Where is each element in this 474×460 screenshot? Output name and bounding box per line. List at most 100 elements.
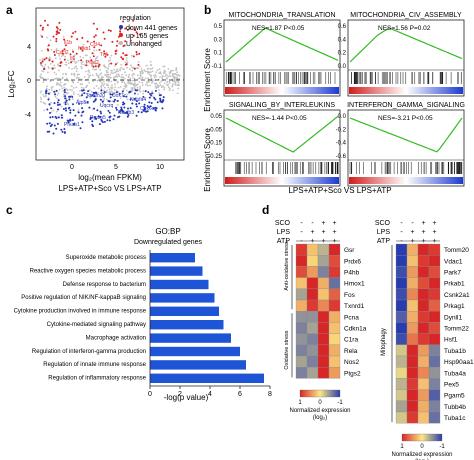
heat-cell — [328, 299, 341, 312]
heat-cell — [417, 367, 430, 379]
ma-point-unchanged — [112, 72, 114, 75]
ma-point-unchanged — [159, 84, 162, 86]
ma-point-up — [53, 50, 56, 53]
ma-points — [39, 19, 181, 135]
heat-cell — [417, 333, 430, 345]
ma-point-unchanged — [94, 59, 97, 62]
ma-point-unchanged — [129, 82, 132, 85]
heat-row-label: Prdx6 — [344, 258, 361, 265]
xlabel-a: log₂(mean FPKM) — [78, 173, 142, 182]
ma-point-unchanged — [76, 76, 79, 79]
ma-point-unchanged — [40, 100, 42, 103]
ma-point-down — [153, 96, 156, 99]
ma-point-down — [72, 109, 75, 112]
ma-point-unchanged — [73, 93, 75, 95]
ma-point-up — [94, 34, 97, 37]
heat-cell — [317, 243, 330, 256]
ma-point-unchanged — [58, 88, 61, 91]
gsea-curve — [225, 115, 339, 153]
ma-point-unchanged — [111, 70, 113, 72]
ma-point-unchanged — [127, 82, 129, 85]
ma-point-down — [137, 110, 140, 113]
treatment-label: SCO — [375, 220, 391, 227]
ma-point-unchanged — [41, 70, 43, 72]
heat-cell — [328, 322, 341, 334]
ma-point-unchanged — [171, 85, 174, 88]
ma-point-unchanged — [119, 68, 121, 70]
ma-point-up — [94, 65, 97, 68]
ma-point-down — [116, 100, 119, 102]
ma-point-unchanged — [116, 68, 119, 70]
ma-point-unchanged — [124, 85, 127, 87]
ma-point-down — [148, 106, 150, 109]
ma-point-unchanged — [166, 74, 169, 77]
heat-cell — [306, 333, 319, 345]
gene-label-up-5: Il6 — [70, 56, 76, 62]
ma-point-unchanged — [100, 72, 103, 75]
ma-point-down — [99, 110, 102, 113]
ma-point-unchanged — [92, 62, 95, 64]
ma-point-unchanged — [135, 83, 138, 86]
ma-point-unchanged — [75, 61, 78, 63]
ma-point-down — [113, 100, 116, 103]
ma-point-unchanged — [115, 75, 117, 78]
ma-point-unchanged — [151, 81, 154, 84]
ma-point-down — [148, 96, 151, 99]
ma-point-unchanged — [56, 94, 59, 96]
xtick-a-1: 5 — [114, 164, 118, 171]
heat-cell — [417, 322, 430, 334]
ma-point-down — [133, 92, 136, 95]
ma-point-unchanged — [101, 83, 104, 85]
ma-point-up — [100, 44, 103, 47]
gsea-rank-strip — [225, 87, 339, 94]
treatment-sign: + — [410, 238, 414, 245]
ma-point-unchanged — [160, 86, 163, 89]
ma-point-unchanged — [87, 73, 89, 76]
ma-point-unchanged — [40, 73, 43, 76]
ma-point-down — [61, 130, 64, 133]
ma-point-unchanged — [107, 84, 110, 87]
ma-point-unchanged — [49, 56, 51, 59]
heat-cell — [395, 288, 408, 301]
ma-point-down — [125, 111, 128, 114]
treatment-sign: - — [311, 220, 314, 227]
heat-cell — [417, 266, 430, 278]
colorbar-tick: -1 — [439, 444, 445, 450]
treatment-sign: + — [332, 229, 336, 236]
ma-point-unchanged — [147, 80, 150, 82]
gsea-curve — [349, 27, 463, 63]
heat-cell — [306, 299, 319, 312]
heat-row-label: Nos2 — [344, 359, 360, 366]
ma-point-up — [132, 34, 135, 37]
heat-row-label: Hmox1 — [344, 281, 365, 288]
heat-cell — [417, 277, 430, 289]
gsea-ytick: 0.05 — [210, 114, 222, 120]
ma-point-unchanged — [81, 63, 83, 65]
ma-point-unchanged — [106, 91, 108, 93]
ma-point-up — [45, 57, 48, 60]
ma-point-unchanged — [150, 71, 152, 73]
heat-cell — [395, 411, 408, 424]
ma-point-unchanged — [107, 68, 110, 70]
ma-point-unchanged — [153, 82, 156, 85]
ma-point-unchanged — [88, 89, 91, 92]
gene-label-down-0: Tomm20 — [86, 93, 105, 99]
treatment-table: SCO - - + +LPS - + + +ATP - + + +SCO - - + +LPS - + + +ATP - +… — [275, 220, 440, 245]
heat-cell — [428, 367, 441, 379]
ma-point-unchanged — [80, 65, 83, 68]
ma-point-down — [162, 99, 165, 102]
heat-cell — [417, 355, 430, 368]
ma-point-down — [56, 122, 59, 125]
bar-label: Superoxide metabolic process — [66, 255, 146, 261]
ma-point-unchanged — [147, 72, 149, 74]
ma-point-unchanged — [57, 64, 59, 67]
ma-point-unchanged — [100, 77, 102, 79]
ma-point-unchanged — [67, 62, 70, 65]
ma-point-up — [106, 53, 109, 56]
ma-point-unchanged — [107, 71, 109, 73]
ma-point-up — [93, 35, 96, 38]
ma-point-up — [124, 54, 127, 57]
treatment-sign: - — [400, 238, 403, 245]
heat-cell — [417, 378, 430, 390]
ma-point-unchanged — [58, 55, 60, 57]
